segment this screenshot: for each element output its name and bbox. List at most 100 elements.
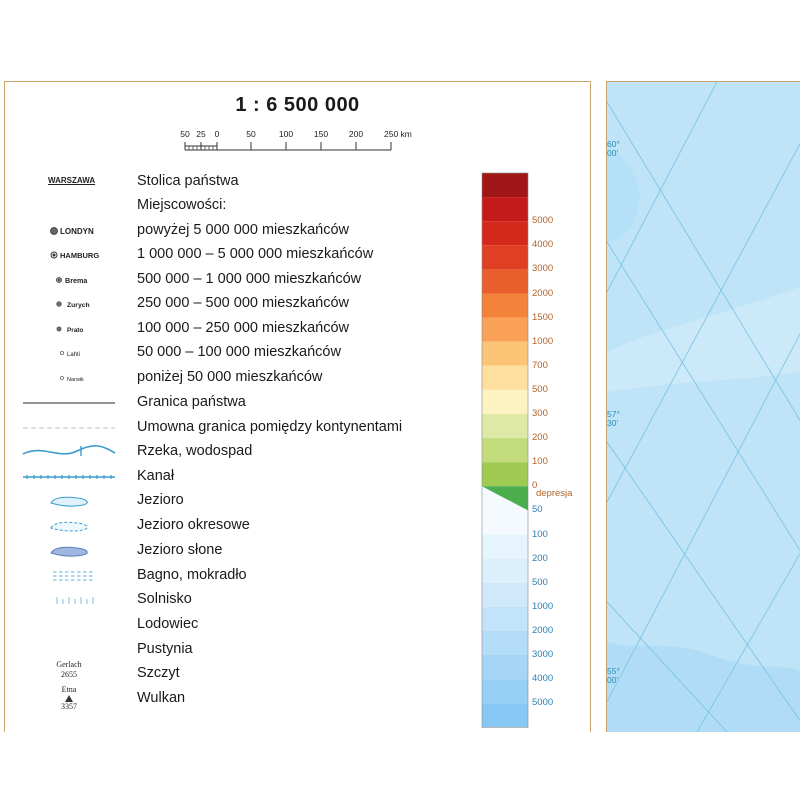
ramp-step-land: [482, 462, 528, 487]
ramp-label-sea: 100: [532, 528, 548, 540]
ramp-step-land: [482, 221, 528, 246]
city-dot-icon: HAMBURG: [50, 251, 99, 260]
symbol-name: Gerlach: [56, 660, 82, 669]
salt-lake-icon: [50, 546, 88, 557]
latitude-degrees: 57°: [607, 409, 620, 419]
scale-tick-label: 150: [314, 129, 328, 139]
ramp-frame: [481, 172, 529, 728]
legend-symbol-peak: Gerlach 2655: [21, 660, 117, 688]
scale-tick-label: 25: [196, 129, 206, 139]
ramp-label-sea: 50: [532, 504, 543, 516]
legend-symbol-city-50k-100k: Lahti: [21, 341, 117, 365]
graticule-line: [607, 441, 800, 722]
latitude-degrees: 60°: [607, 139, 620, 149]
symbol-text: HAMBURG: [60, 251, 99, 260]
ramp-step-sea: [482, 582, 528, 607]
latitude-minutes: 00': [607, 148, 619, 158]
ramp-step-land: [482, 414, 528, 439]
ramp-label-land: 0: [532, 480, 538, 492]
symbol-text: Brema: [65, 276, 88, 285]
state-border-icon: [23, 402, 115, 404]
ramp-step-land: [482, 438, 528, 463]
legend-symbol-capital: WARSZAWA: [21, 170, 117, 194]
shallow-water-shape: [607, 287, 800, 392]
ramp-label-land: 1000: [532, 335, 554, 347]
symbol-text: Prato: [67, 327, 83, 334]
ramp-step-land: [482, 317, 528, 342]
legend-label-peak: Szczyt: [137, 665, 180, 681]
city-dot-icon: Zurych: [56, 301, 90, 309]
volcano-triangle-icon: [65, 695, 73, 702]
legend-label-city-1m-5m: 1 000 000 – 5 000 000 mieszkańców: [137, 246, 374, 262]
legend-label-capital: Stolica państwa: [137, 173, 239, 189]
ramp-step-land: [482, 269, 528, 294]
legend-symbol-swamp: [21, 564, 117, 588]
legend-symbol-city-500k-1m: Brema: [21, 268, 117, 292]
ramp-label-sea: 500: [532, 576, 548, 588]
ramp-label-sea: 1000: [532, 600, 554, 612]
canal-icon: [23, 475, 115, 479]
ramp-label-land: 3000: [532, 263, 554, 275]
legend-symbol-glacier: [21, 613, 117, 637]
city-dot-icon: Narwik: [60, 376, 84, 383]
legend-label-city-under-50k: poniżej 50 000 mieszkańców: [137, 369, 323, 385]
legend-symbol-canal: [21, 465, 117, 489]
legend-panel: 1 : 6 500 000 50 25 0 50 100 150 200 250 km Sto…: [4, 81, 591, 732]
legend-label-seasonal-lake: Jezioro okresowe: [137, 517, 250, 533]
legend-label-city-50k-100k: 50 000 – 100 000 mieszkańców: [137, 344, 341, 360]
legend-label-desert: Pustynia: [137, 641, 193, 657]
scale-tick-label: 50: [246, 129, 256, 139]
symbol-text: WARSZAWA: [48, 176, 96, 185]
legend-symbol-continent-border: [21, 416, 117, 440]
legend-symbol-salt-flat: [21, 588, 117, 612]
legend-label-swamp: Bagno, mokradło: [137, 567, 247, 583]
legend-label-continent-border: Umowna granica pomiędzy kontynentami: [137, 419, 403, 435]
ramp-label-land: 200: [532, 432, 548, 444]
legend-symbol-river: [21, 440, 117, 464]
scale-tick-label: 50: [180, 129, 190, 139]
ramp-step-sea: [482, 703, 528, 728]
legend-label-lake: Jezioro: [137, 492, 184, 508]
scale-tick-label: 100: [279, 129, 293, 139]
ramp-step-sea: [482, 510, 528, 535]
graticule-line: [607, 333, 800, 703]
legend-label-state-border: Granica państwa: [137, 394, 246, 410]
latitude-minutes: 30': [607, 418, 619, 428]
ramp-step-depression: [482, 486, 528, 511]
legend-label-salt-lake: Jezioro słone: [137, 542, 223, 558]
scale-bar: 50 25 0 50 100 150 200 250 km: [180, 129, 412, 151]
latitude-label: 57° 30': [607, 410, 620, 428]
ramp-step-land: [482, 197, 528, 222]
legend-label-city-100k-250k: 100 000 – 250 000 mieszkańców: [137, 320, 350, 336]
city-dot-icon: Brema: [56, 276, 88, 285]
ramp-label-land: 2000: [532, 287, 554, 299]
ramp-label-sea: 3000: [532, 649, 554, 660]
ramp-label-land: 300: [532, 408, 548, 419]
ramp-step-sea: [482, 534, 528, 559]
seasonal-lake-icon: [50, 521, 88, 532]
river-icon: [22, 445, 116, 456]
symbol-name: Etna: [61, 685, 77, 694]
legend-label-river: Rzeka, wodospad: [137, 443, 253, 459]
map-panel[interactable]: 60° 00' 57° 30' 55° 00': [606, 81, 800, 732]
legend-label-salt-flat: Solnisko: [137, 591, 192, 607]
legend-label-canal: Kanał: [137, 468, 175, 484]
city-dot-icon: Prato: [56, 326, 83, 334]
scale-title: 1 : 6 500 000: [235, 94, 360, 116]
latitude-label: 55° 00': [607, 667, 620, 685]
ramp-step-land: [482, 389, 528, 414]
graticule-line: [607, 82, 718, 293]
legend-symbol-city-under-50k: Narwik: [21, 366, 117, 390]
latitude-label: 60° 00': [607, 140, 620, 158]
legend-symbol-seasonal-lake: [21, 514, 117, 538]
ramp-step-sea: [482, 679, 528, 704]
symbol-text: Narwik: [67, 377, 84, 383]
graticule-line: [607, 101, 800, 422]
ramp-step-land: [482, 365, 528, 390]
ramp-step-top: [482, 173, 528, 198]
scale-tick-label: 250 km: [384, 129, 412, 139]
lake-icon: [50, 496, 88, 507]
city-dot-icon: Lahti: [60, 350, 80, 358]
ramp-step-sea: [482, 558, 528, 583]
ramp-label-land: 4000: [532, 239, 554, 251]
